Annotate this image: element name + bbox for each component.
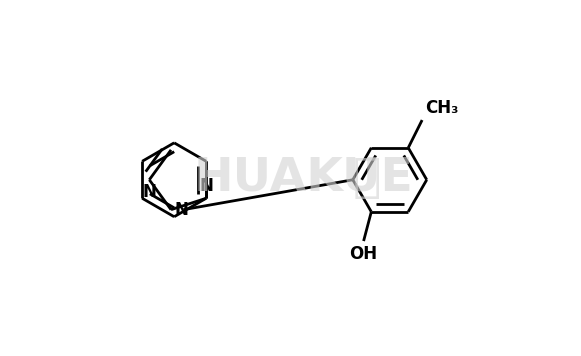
Text: CH₃: CH₃ bbox=[425, 99, 458, 117]
Text: HUAKUE: HUAKUE bbox=[193, 156, 413, 201]
Text: N: N bbox=[142, 183, 156, 201]
Text: 加: 加 bbox=[353, 156, 381, 201]
Text: N: N bbox=[174, 201, 188, 219]
Text: OH: OH bbox=[350, 245, 378, 263]
Text: N: N bbox=[199, 177, 213, 195]
